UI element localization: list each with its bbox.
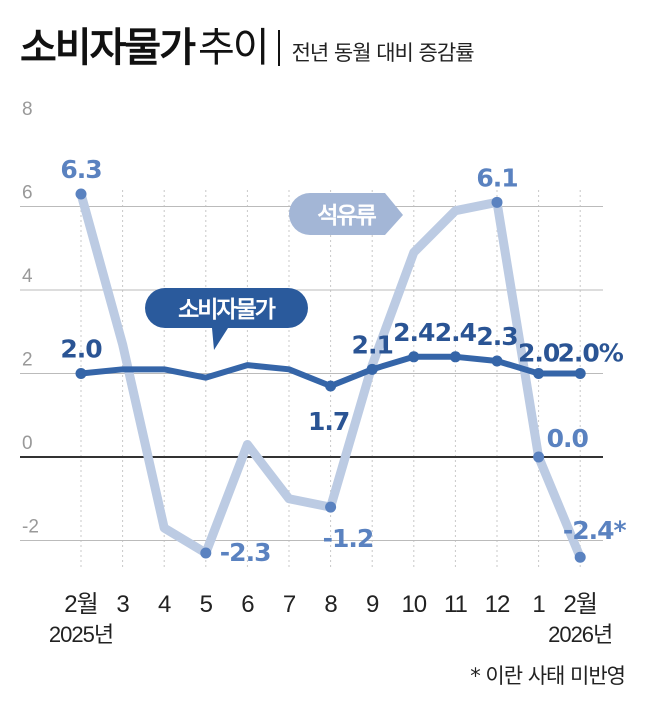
title-divider [277,30,280,66]
x-tick-label: 6 [241,591,254,618]
title-light: 추이 [198,25,270,71]
x-tick-label: 3 [116,591,129,618]
cpi-marker [366,363,378,375]
cpi-marker [574,368,586,379]
cpi-value-label: 2.4 [435,318,477,347]
cpi-marker [449,351,461,363]
cpi-marker [533,368,545,379]
x-tick-label: 10 [401,591,426,618]
chart-title: 소비자물가 추이 전년 동월 대비 증감률 [20,25,475,71]
cpi-value-label: 2.0% [558,339,624,368]
cpi-marker [75,368,87,379]
y-tick-label: -2 [22,517,39,538]
y-tick-label: 2 [22,350,33,371]
y-tick-label: 4 [22,266,33,287]
x-tick-label: 11 [444,591,468,618]
petroleum-legend-label: 석유류 [317,203,376,229]
petroleum-value-label: 6.3 [60,155,101,184]
petroleum-value-label: 0.0 [547,424,589,453]
petroleum-marker [574,551,586,563]
petroleum-marker [200,547,212,559]
title-bold: 소비자물가 [20,25,196,71]
cpi-value-label: 2.3 [476,322,517,351]
cpi-legend-badge [145,288,308,350]
y-tick-label: 8 [22,99,33,120]
petroleum-marker [491,196,503,208]
cpi-legend-label: 소비자물가 [178,297,276,323]
cpi-value-label: 2.0 [518,339,560,368]
x-tick-label: 1 [532,591,545,618]
x-tick-label: 9 [366,591,379,618]
petroleum-value-label: 6.1 [476,163,517,192]
petroleum-value-label: -2.4* [563,516,627,545]
x-tick-label: 8 [324,591,337,618]
year-label: 2025년 [49,622,113,647]
petroleum-marker [533,451,545,463]
y-tick-label: 0 [22,433,33,454]
y-tick-label: 6 [22,183,33,204]
petroleum-value-label: -2.3 [220,538,271,567]
petroleum-marker [325,501,337,513]
x-tick-label: 4 [158,591,171,618]
x-tick-label: 2월 [64,591,97,618]
cpi-value-label: 2.4 [393,318,435,347]
cpi-value-label: 1.7 [308,407,349,436]
cpi-marker [325,380,337,392]
petroleum-marker [75,188,87,200]
year-label: 2026년 [548,622,612,647]
cpi-value-label: 2.0 [60,335,102,364]
petroleum-legend-badge [289,193,403,235]
chart-subtitle: 전년 동월 대비 증감률 [291,41,475,65]
cpi-value-label: 2.1 [352,330,393,359]
footnote: * 이란 사태 미반영 [470,664,626,688]
x-tick-label: 2월 [563,591,596,618]
cpi-marker [491,355,503,367]
x-tick-label: 12 [485,591,510,618]
petroleum-value-label: -1.2 [323,524,374,553]
x-tick-label: 7 [283,591,296,618]
cpi-marker [408,351,420,363]
x-tick-label: 5 [200,591,213,618]
